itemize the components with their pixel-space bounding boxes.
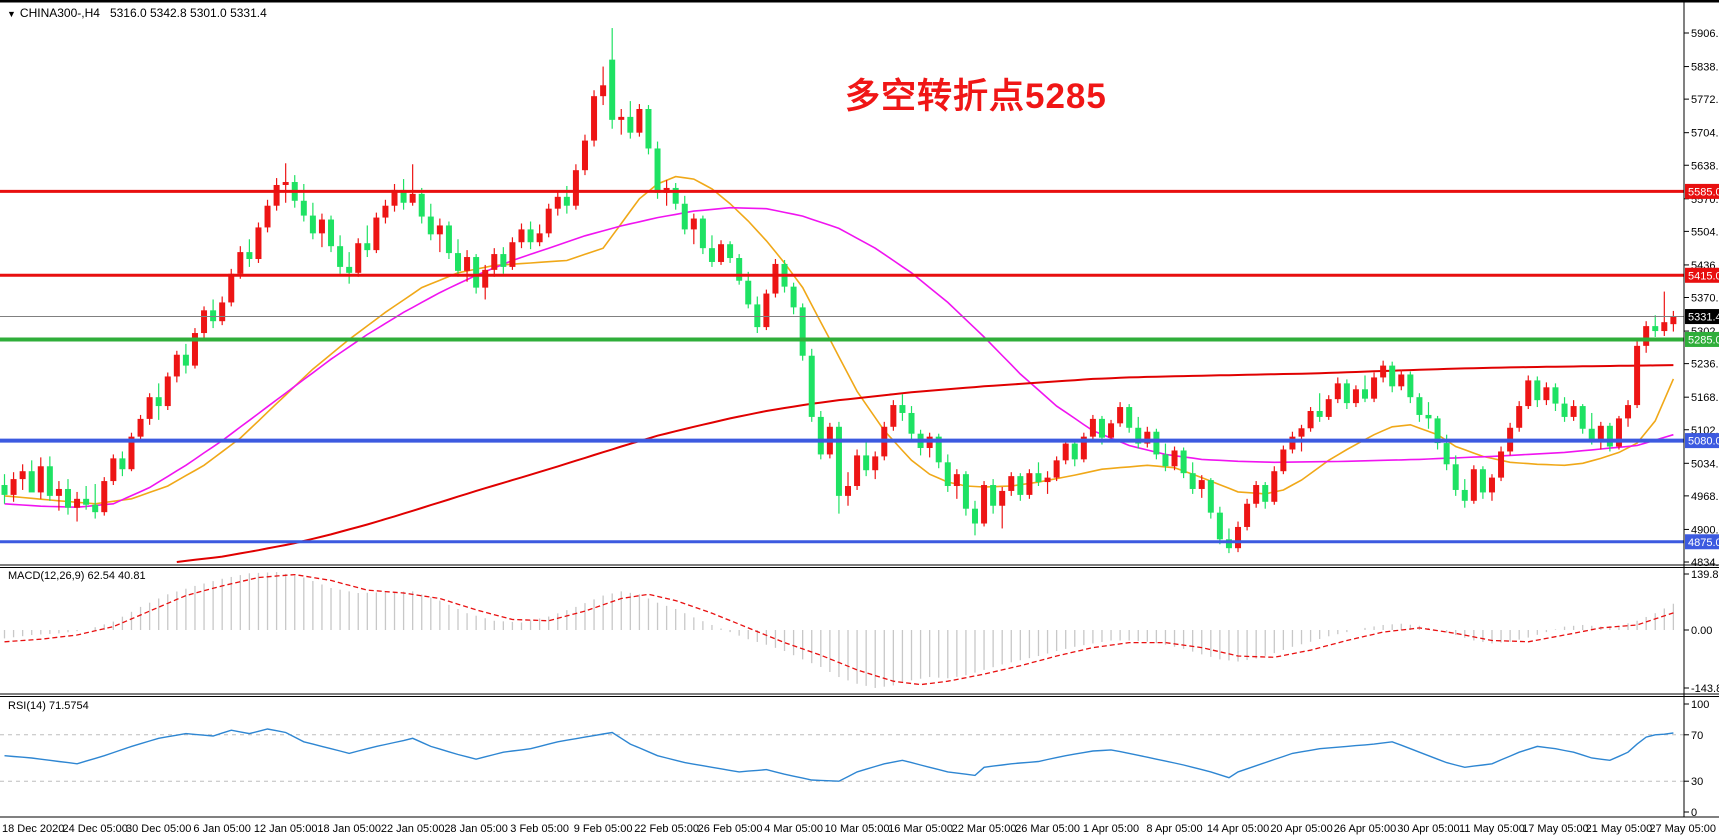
svg-text:16 Mar 05:00: 16 Mar 05:00 — [888, 823, 953, 835]
candles-layer — [1, 28, 1677, 554]
chart-title-bar: ▼ CHINA300-,H4 5316.0 5342.8 5301.0 5331.4 — [7, 6, 267, 20]
svg-text:5906.0: 5906.0 — [1691, 28, 1719, 40]
svg-text:18 Jan 05:00: 18 Jan 05:00 — [317, 823, 381, 835]
svg-text:4 Mar 05:00: 4 Mar 05:00 — [764, 823, 823, 835]
svg-text:4875.0: 4875.0 — [1688, 537, 1719, 549]
svg-text:6 Jan 05:00: 6 Jan 05:00 — [193, 823, 251, 835]
svg-text:30 Apr 05:00: 30 Apr 05:00 — [1397, 823, 1459, 835]
svg-text:27 May 05:00: 27 May 05:00 — [1649, 823, 1716, 835]
svg-text:3 Feb 05:00: 3 Feb 05:00 — [510, 823, 569, 835]
svg-text:28 Jan 05:00: 28 Jan 05:00 — [444, 823, 508, 835]
rsi-indicator-label: RSI(14) 71.5754 — [8, 700, 89, 712]
svg-text:0: 0 — [1691, 807, 1697, 819]
macd-panel[interactable] — [0, 569, 1684, 692]
rsi-guides — [0, 734, 1684, 782]
svg-text:26 Feb 05:00: 26 Feb 05:00 — [698, 823, 763, 835]
svg-text:9 Feb 05:00: 9 Feb 05:00 — [574, 823, 633, 835]
macd-histogram — [3, 572, 1675, 688]
symbol-dropdown-icon[interactable]: ▼ — [7, 9, 16, 19]
macd-indicator-label: MACD(12,26,9) 62.54 40.81 — [8, 570, 146, 582]
svg-text:5080.0: 5080.0 — [1688, 436, 1719, 448]
svg-text:17 May 05:00: 17 May 05:00 — [1522, 823, 1589, 835]
svg-text:1 Apr 05:00: 1 Apr 05:00 — [1083, 823, 1139, 835]
svg-text:22 Mar 05:00: 22 Mar 05:00 — [952, 823, 1017, 835]
svg-text:5168.0: 5168.0 — [1691, 392, 1719, 404]
svg-text:5285.0: 5285.0 — [1688, 334, 1719, 346]
symbol-label: CHINA300-,H4 — [19, 6, 100, 20]
svg-text:30 Dec 05:00: 30 Dec 05:00 — [126, 823, 191, 835]
price-axis-labels: 5906.05838.05772.05704.05638.05570.05504… — [1684, 28, 1719, 819]
svg-text:139.86: 139.86 — [1691, 569, 1719, 581]
macd-signal-line — [4, 573, 1674, 686]
ma-mid-line — [4, 206, 1674, 509]
svg-text:12 Jan 05:00: 12 Jan 05:00 — [254, 823, 318, 835]
svg-text:20 Apr 05:00: 20 Apr 05:00 — [1270, 823, 1332, 835]
svg-text:14 Apr 05:00: 14 Apr 05:00 — [1207, 823, 1269, 835]
chart-annotation-text: 多空转折点5285 — [845, 77, 1107, 116]
panel-frame — [0, 0, 1719, 818]
svg-text:5638.0: 5638.0 — [1691, 160, 1719, 172]
svg-text:21 May 05:00: 21 May 05:00 — [1586, 823, 1653, 835]
svg-text:5772.0: 5772.0 — [1691, 94, 1719, 106]
svg-text:10 Mar 05:00: 10 Mar 05:00 — [825, 823, 890, 835]
svg-text:26 Mar 05:00: 26 Mar 05:00 — [1015, 823, 1080, 835]
svg-text:18 Dec 2020: 18 Dec 2020 — [2, 823, 64, 835]
price-badges: 5585.0 5415.0 5285.0 5080.0 4875.0 5331.4 — [1685, 183, 1719, 550]
rsi-line — [4, 728, 1674, 782]
svg-text:5331.4: 5331.4 — [1688, 312, 1719, 324]
svg-text:22 Feb 05:00: 22 Feb 05:00 — [634, 823, 699, 835]
svg-text:5585.0: 5585.0 — [1688, 186, 1719, 198]
svg-text:8 Apr 05:00: 8 Apr 05:00 — [1146, 823, 1202, 835]
svg-text:5415.0: 5415.0 — [1688, 270, 1719, 282]
svg-text:5034.0: 5034.0 — [1691, 458, 1719, 470]
svg-text:22 Jan 05:00: 22 Jan 05:00 — [381, 823, 445, 835]
svg-text:4968.0: 4968.0 — [1691, 491, 1719, 503]
svg-text:5704.0: 5704.0 — [1691, 128, 1719, 140]
rsi-panel[interactable] — [0, 697, 1684, 817]
level-lines — [0, 189, 1684, 544]
svg-text:11 May 05:00: 11 May 05:00 — [1459, 823, 1525, 835]
svg-text:5838.0: 5838.0 — [1691, 62, 1719, 74]
svg-text:5236.0: 5236.0 — [1691, 359, 1719, 371]
ma-fast-line — [4, 175, 1675, 505]
svg-text:100: 100 — [1691, 699, 1709, 711]
main-chart-panel[interactable] — [0, 4, 1684, 564]
svg-text:0.00: 0.00 — [1691, 625, 1712, 637]
svg-text:70: 70 — [1691, 730, 1703, 742]
ohlc-readout: 5316.0 5342.8 5301.0 5331.4 — [109, 6, 267, 20]
svg-text:24 Dec 05:00: 24 Dec 05:00 — [62, 823, 127, 835]
svg-text:26 Apr 05:00: 26 Apr 05:00 — [1334, 823, 1396, 835]
svg-text:-143.82: -143.82 — [1691, 683, 1719, 695]
svg-text:4900.0: 4900.0 — [1691, 524, 1719, 536]
svg-text:30: 30 — [1691, 776, 1703, 788]
svg-text:5504.0: 5504.0 — [1691, 226, 1719, 238]
svg-text:4834.0: 4834.0 — [1691, 557, 1719, 569]
svg-text:5370.0: 5370.0 — [1691, 293, 1719, 305]
ma-slow-line — [176, 364, 1674, 563]
